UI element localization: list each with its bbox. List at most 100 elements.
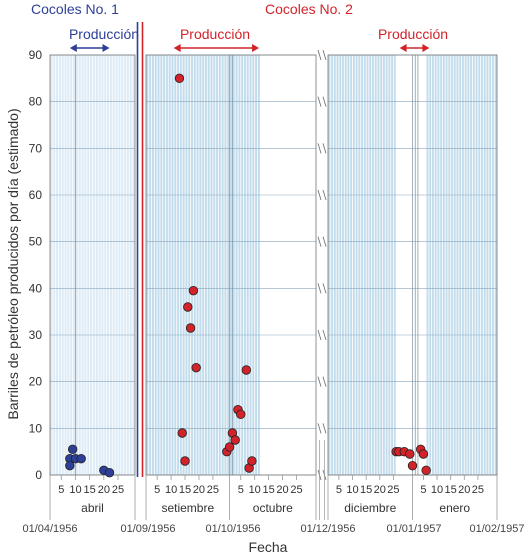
day-tick-label: 5	[420, 484, 426, 496]
axis-break-mark	[322, 143, 327, 154]
day-tick-label: 5	[336, 484, 342, 496]
y-tick-label: 30	[29, 328, 43, 342]
y-tick-label: 10	[29, 421, 43, 435]
production-arrow-well-1-head	[102, 44, 110, 52]
day-tick-label: 5	[238, 484, 244, 496]
date-label: 01/10/1956	[205, 523, 260, 535]
axis-break-mark	[322, 283, 327, 294]
x-axis-title: Fecha	[249, 539, 288, 555]
data-point-well-2	[247, 456, 257, 466]
data-point-well-2	[191, 362, 201, 373]
axis-break-mark	[322, 189, 327, 201]
day-tick-label: 25	[290, 484, 302, 496]
axis-break-mark	[322, 236, 327, 247]
data-point-well-1	[65, 460, 75, 471]
data-point-well-2	[180, 456, 190, 466]
y-tick-label: 80	[29, 95, 43, 109]
axis-break-mark	[322, 329, 327, 341]
day-tick-label: 20	[276, 484, 288, 496]
y-tick-label: 40	[29, 281, 43, 295]
day-tick-label: 25	[472, 484, 484, 496]
day-tick-label: 5	[58, 484, 64, 496]
well-name-cocoles-1: Cocoles No. 1	[31, 1, 119, 17]
production-arrow-well-2-head	[252, 44, 260, 52]
axis-break-mark	[317, 423, 322, 434]
production-arrow-well-2-second-head	[422, 44, 430, 52]
month-label: abril	[81, 501, 104, 515]
data-point-well-2	[418, 449, 429, 459]
axis-break-mark	[317, 376, 322, 387]
production-label-well-1: Producción	[69, 26, 139, 42]
shaded-period	[328, 55, 397, 475]
shaded-period	[146, 55, 261, 475]
day-tick-label: 15	[262, 484, 274, 496]
axis-break-mark	[317, 96, 322, 107]
axis-break-mark	[317, 189, 322, 201]
data-point-well-2	[183, 302, 193, 312]
data-point-well-1	[67, 444, 78, 455]
production-label-well-2: Producción	[180, 26, 250, 42]
data-point-well-2	[236, 409, 246, 420]
data-point-well-2	[241, 365, 252, 375]
data-point-well-2	[185, 323, 196, 333]
day-tick-label: 15	[445, 484, 457, 496]
y-tick-label: 70	[29, 141, 43, 155]
y-axis-title: Barriles de petróleo producidos por día …	[5, 108, 21, 419]
y-tick-label: 20	[29, 375, 43, 389]
date-label: 01/04/1956	[22, 523, 77, 535]
axis-break-mark	[322, 376, 327, 387]
day-tick-label: 10	[165, 484, 177, 496]
day-tick-label: 20	[98, 484, 110, 496]
day-tick-label: 20	[374, 484, 386, 496]
axis-break-mark	[317, 283, 322, 294]
y-tick-label: 90	[29, 48, 43, 62]
month-label: diciembre	[344, 501, 396, 515]
day-tick-label: 10	[431, 484, 443, 496]
axis-break-mark	[322, 96, 327, 107]
day-tick-label: 15	[179, 484, 191, 496]
axis-break-mark	[322, 49, 327, 61]
axis-break-mark	[317, 236, 322, 247]
day-tick-label: 20	[458, 484, 470, 496]
y-tick-label: 60	[29, 188, 43, 202]
date-label: 01/09/1956	[120, 523, 175, 535]
data-point-well-2	[174, 73, 185, 84]
day-tick-label: 5	[154, 484, 160, 496]
date-label: 01/01/1957	[386, 523, 441, 535]
panel-frame	[49, 54, 136, 476]
day-tick-label: 15	[84, 484, 96, 496]
production-arrow-well-1-head	[69, 44, 77, 52]
day-tick-label: 25	[112, 484, 124, 496]
date-label: 01/02/1957	[469, 523, 524, 535]
month-label: enero	[439, 501, 470, 515]
day-tick-label: 10	[69, 484, 81, 496]
day-tick-label: 10	[346, 484, 358, 496]
data-point-well-2	[177, 428, 187, 438]
date-label: 01/12/1956	[300, 523, 355, 535]
production-label-well-2-second: Producción	[378, 26, 448, 42]
well-name-cocoles-2: Cocoles No. 2	[265, 1, 353, 17]
y-tick-label: 50	[29, 235, 43, 249]
production-arrow-well-2-second-head	[399, 44, 407, 52]
data-point-well-2	[421, 465, 431, 476]
month-label: octubre	[253, 501, 293, 515]
production-arrow-well-2-head	[173, 44, 181, 52]
day-tick-label: 20	[193, 484, 205, 496]
data-point-well-2	[407, 460, 418, 471]
data-point-well-2	[230, 435, 240, 445]
day-tick-label: 15	[360, 484, 372, 496]
data-point-well-2	[188, 285, 199, 296]
day-tick-label: 10	[249, 484, 261, 496]
month-label: setiembre	[161, 501, 214, 515]
data-point-well-1	[104, 467, 115, 478]
axis-break-mark	[317, 49, 322, 61]
data-point-well-2	[224, 442, 235, 452]
axis-break-mark	[317, 329, 322, 341]
axis-break-mark	[317, 143, 322, 154]
axis-break-mark	[322, 423, 327, 434]
day-tick-label: 25	[207, 484, 219, 496]
day-tick-label: 25	[387, 484, 399, 496]
y-tick-label: 0	[35, 468, 42, 482]
data-point-well-1	[76, 453, 86, 464]
